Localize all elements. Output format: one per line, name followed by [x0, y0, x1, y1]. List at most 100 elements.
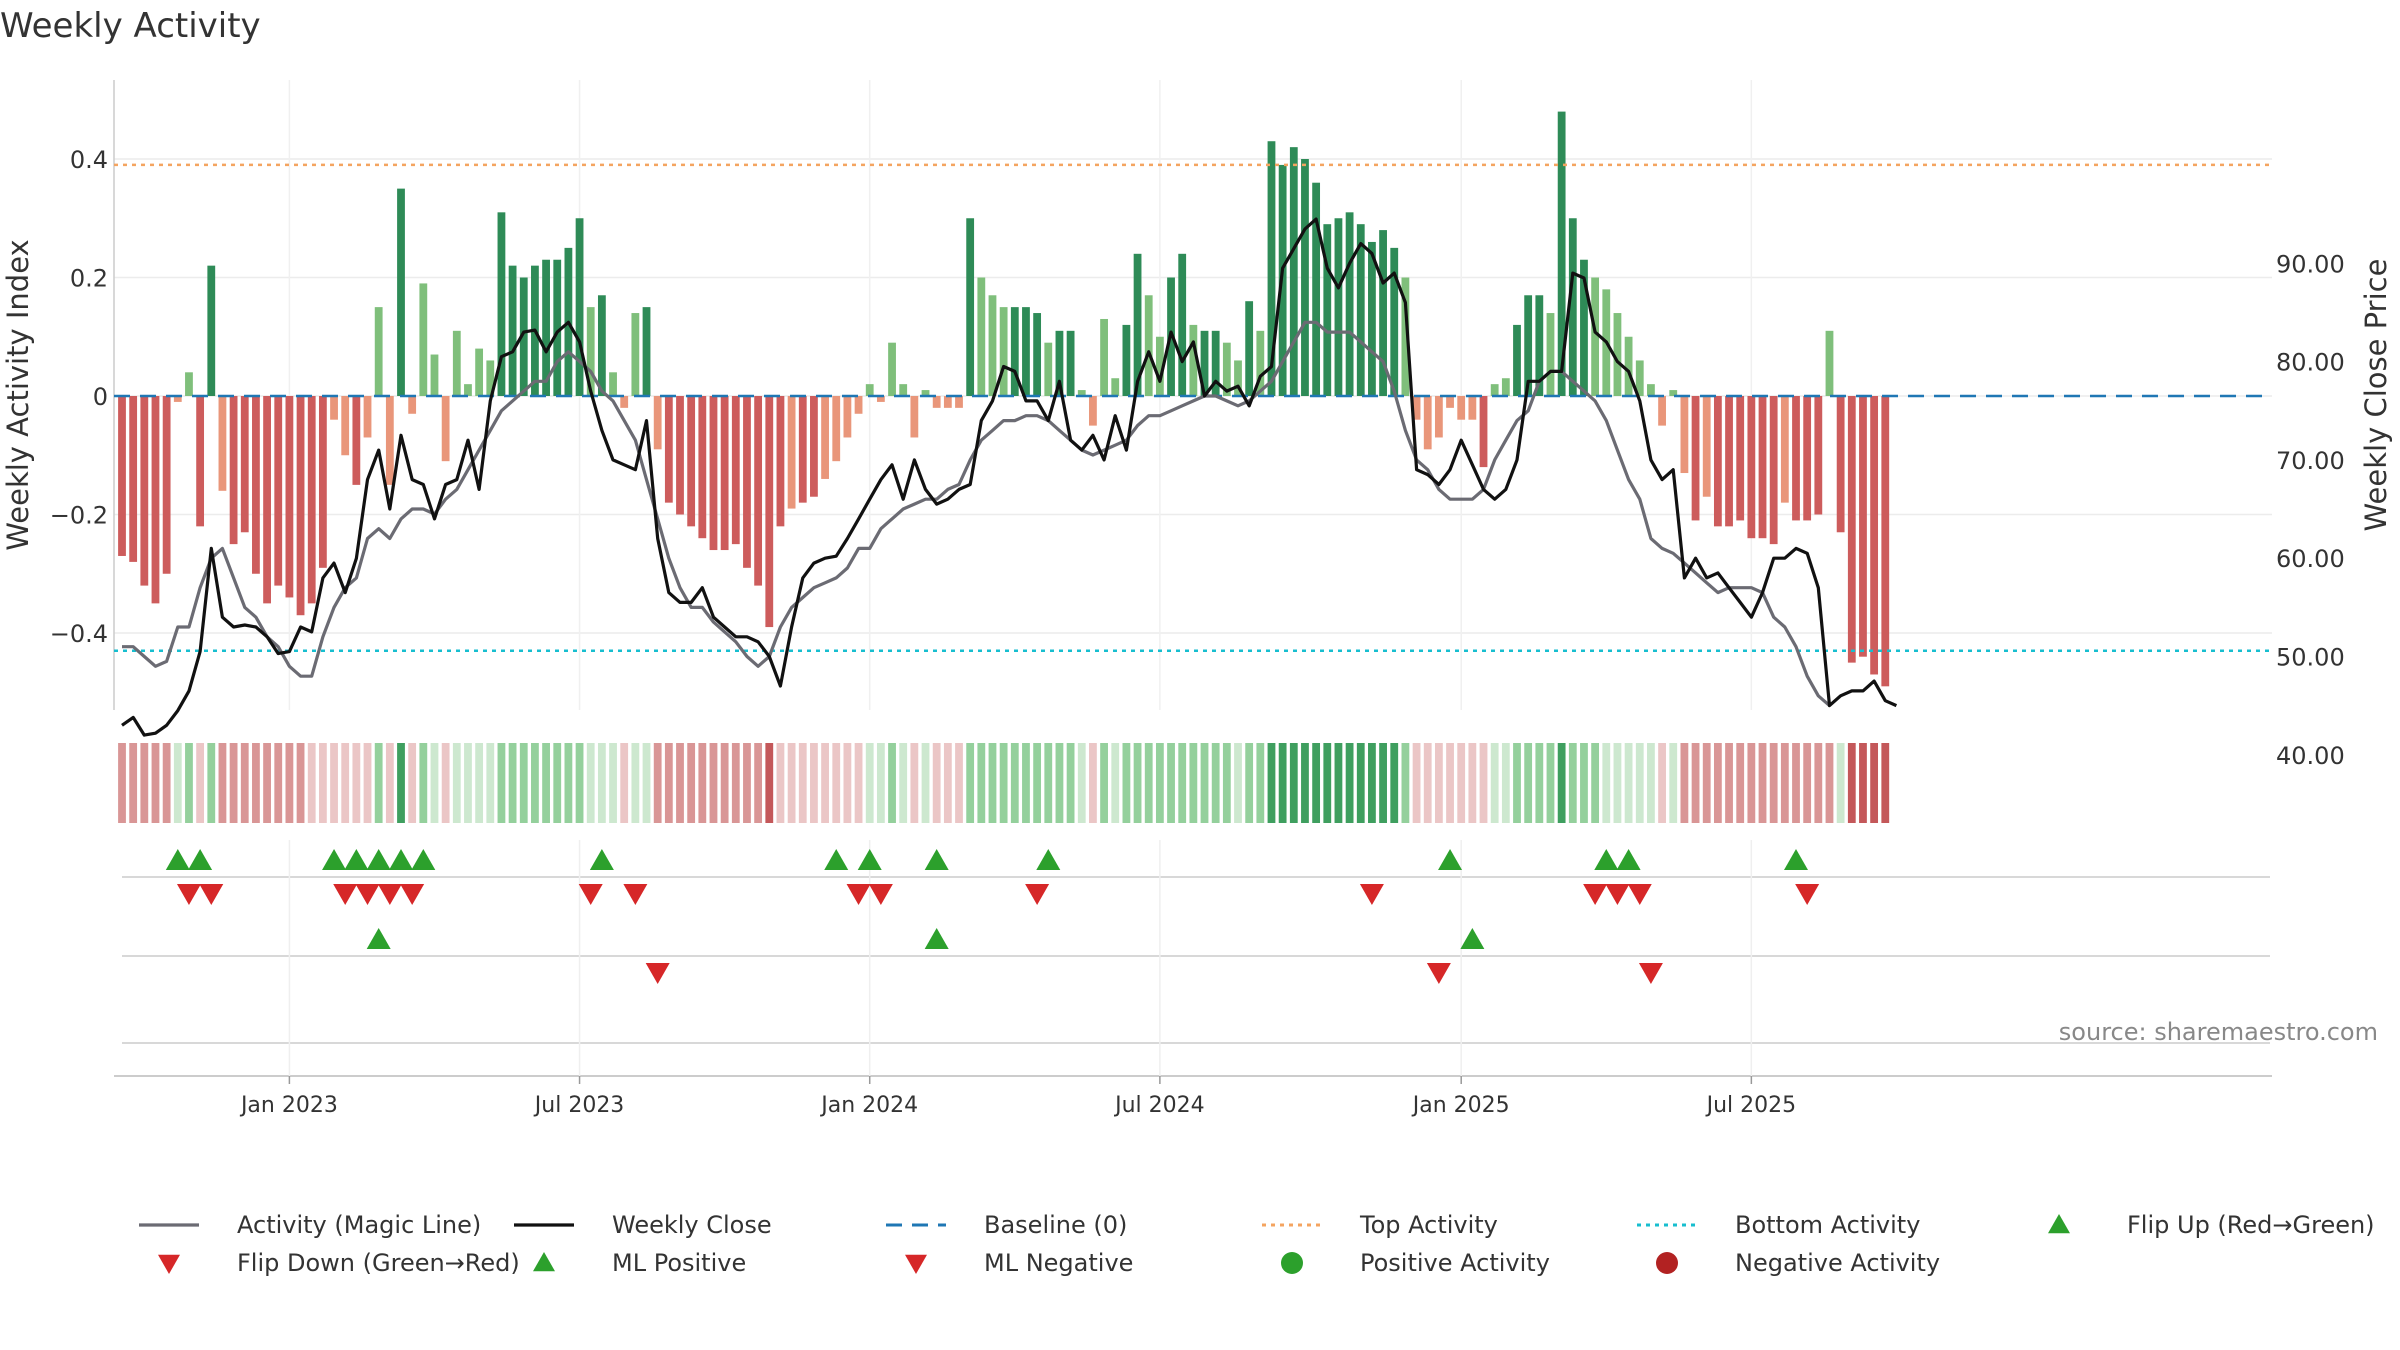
activity-bar [1334, 218, 1343, 396]
legend-item-magic_line: Activity (Magic Line) [139, 1211, 481, 1239]
right-tick-label: 50.00 [2276, 644, 2345, 672]
heat-cell [1368, 743, 1376, 823]
activity-bar [252, 396, 260, 574]
activity-bar [1568, 218, 1577, 396]
activity-bar [1859, 396, 1867, 657]
price-lines [121, 217, 1898, 737]
heat-cell [1680, 743, 1689, 823]
heat-cell [374, 743, 383, 823]
heat-cell [1468, 743, 1477, 823]
activity-bar [1222, 342, 1231, 396]
heat-cell [531, 743, 539, 823]
legend-item-top: Top Activity [1262, 1211, 1498, 1239]
heat-cell [162, 743, 171, 823]
right-tick-label: 90.00 [2276, 250, 2345, 278]
activity-bar [955, 396, 963, 408]
flip-up-marker [344, 849, 369, 870]
weekly-close-series [121, 217, 1898, 737]
heat-cell [229, 743, 238, 823]
activity-bar [631, 313, 640, 396]
heat-cell [1111, 743, 1120, 823]
activity-bar [642, 307, 651, 396]
activity-bars [118, 111, 1890, 687]
activity-bar [620, 396, 629, 408]
activity-bar [854, 396, 863, 414]
flip-down-marker [355, 884, 380, 905]
legend-swatch [905, 1254, 927, 1274]
x-tick-label: Jan 2023 [239, 1093, 338, 1118]
activity-bar [1301, 159, 1309, 396]
heat-cell [497, 743, 506, 823]
heat-cell [1825, 743, 1834, 823]
heat-cell [1245, 743, 1254, 823]
heat-cell [1334, 743, 1343, 823]
heat-cell [1490, 743, 1499, 823]
heat-cell [1077, 743, 1086, 823]
heat-cell [452, 743, 461, 823]
heat-cell [1256, 743, 1265, 823]
activity-bar [408, 396, 417, 414]
activity-bar [1323, 224, 1332, 396]
heat-cell [1580, 743, 1588, 823]
heat-cell [1780, 743, 1789, 823]
flip-down-marker [1605, 884, 1630, 905]
heat-cell [1725, 743, 1733, 823]
flip-up-marker [1036, 849, 1061, 870]
ml-positive-marker [924, 928, 949, 949]
legend-label: Negative Activity [1735, 1249, 1940, 1277]
activity-bar [921, 390, 930, 396]
heat-cell [1591, 743, 1600, 823]
heat-cell [1792, 743, 1800, 823]
activity-bar [676, 396, 684, 515]
activity-bar [1066, 330, 1075, 396]
x-axis-ticks: Jan 2023 Jul 2023 Jan 2024 Jul 2024 Jan 2025… [239, 1076, 1796, 1118]
heat-cell [731, 743, 740, 823]
activity-bar [1479, 396, 1488, 468]
activity-bar [1390, 247, 1399, 396]
activity-bar [609, 372, 617, 396]
activity-bar [274, 396, 283, 586]
heat-cell [508, 743, 517, 823]
legend-swatch [2048, 1214, 2070, 1234]
heat-cell [1100, 743, 1108, 823]
chart-title: Weekly Activity [0, 6, 261, 46]
flip-up-marker [1784, 849, 1808, 870]
activity-bar [743, 396, 751, 568]
legend-label: Activity (Magic Line) [237, 1211, 481, 1239]
activity-bar [597, 295, 606, 396]
activity-bar [385, 396, 394, 485]
heat-cell [597, 743, 606, 823]
heat-cell [408, 743, 417, 823]
activity-bar [263, 396, 271, 604]
flip-up-marker [366, 849, 391, 870]
legend-label: Top Activity [1359, 1211, 1498, 1239]
activity-bar [1412, 396, 1421, 420]
heat-cell [1736, 743, 1745, 823]
legend-label: Flip Up (Red→Green) [2127, 1211, 2375, 1239]
heat-cell [1010, 743, 1019, 823]
activity-bar [441, 396, 450, 462]
activity-bar [1513, 324, 1521, 396]
activity-bar [1691, 396, 1700, 521]
heat-cell [899, 743, 908, 823]
legend-label: Positive Activity [1360, 1249, 1550, 1277]
ml-positive-marker [1460, 928, 1485, 949]
legend-item-close: Weekly Close [514, 1211, 772, 1239]
activity-bar [821, 396, 829, 479]
activity-bar [118, 396, 126, 556]
activity-bar [876, 396, 885, 402]
activity-bar [1747, 396, 1756, 539]
heat-cell [173, 743, 182, 823]
heat-cell [932, 743, 941, 823]
heat-cell [1066, 743, 1075, 823]
ml-negative-marker [645, 963, 670, 984]
activity-bar [341, 396, 350, 456]
heat-cell [185, 743, 193, 823]
activity-bar [988, 295, 997, 396]
activity-bar [888, 342, 896, 396]
activity-bar [352, 396, 361, 485]
activity-bar [1713, 396, 1722, 527]
activity-bar [1490, 384, 1499, 396]
heat-cell [821, 743, 829, 823]
activity-bar [1814, 396, 1823, 515]
